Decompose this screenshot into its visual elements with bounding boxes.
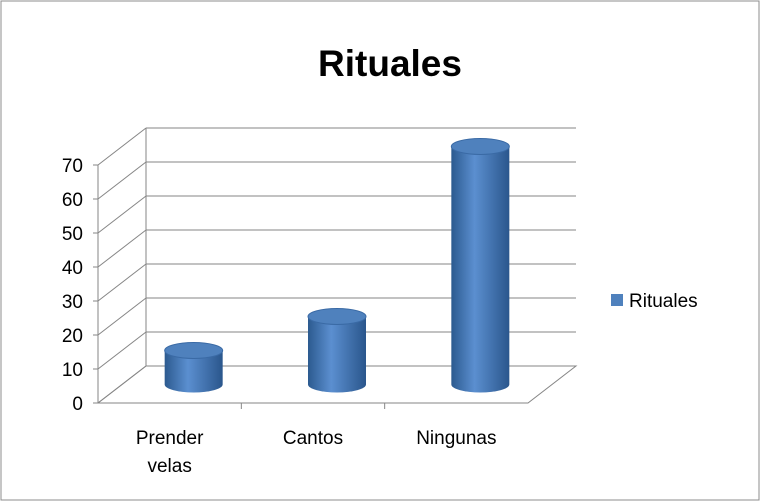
x-tick-label: Prender velas [135, 428, 204, 477]
y-tick-label: 40 [62, 258, 83, 279]
y-tick-label: 50 [62, 224, 83, 245]
grid-line [97, 365, 147, 404]
grid-line [97, 297, 147, 336]
grid-line [97, 161, 147, 200]
y-tick-label: 0 [72, 394, 83, 415]
bar-top [164, 342, 224, 359]
grid-line [97, 229, 147, 268]
grid-line [97, 331, 147, 370]
bar-body [308, 316, 366, 393]
chart-title: Rituales [318, 43, 462, 84]
legend-swatch [611, 294, 623, 306]
y-tick-label: 10 [62, 360, 83, 381]
grid-line [97, 263, 147, 302]
x-tick-label: Cantos [282, 428, 344, 449]
bar-body [451, 146, 510, 393]
y-tick-label: 60 [62, 190, 83, 211]
y-tick-label: 20 [62, 326, 83, 347]
y-tick-label: 30 [62, 292, 83, 313]
bar [307, 308, 367, 393]
bar [164, 342, 224, 393]
x-tick-label: Ningunas [416, 428, 497, 449]
grid-line [97, 195, 147, 234]
bar-body [164, 350, 223, 393]
bar-top [450, 138, 510, 155]
grid-line [97, 127, 147, 166]
bar [450, 138, 510, 393]
bar-top [307, 308, 367, 325]
legend-label: Rituales [629, 291, 698, 312]
y-tick-label: 70 [62, 156, 83, 177]
